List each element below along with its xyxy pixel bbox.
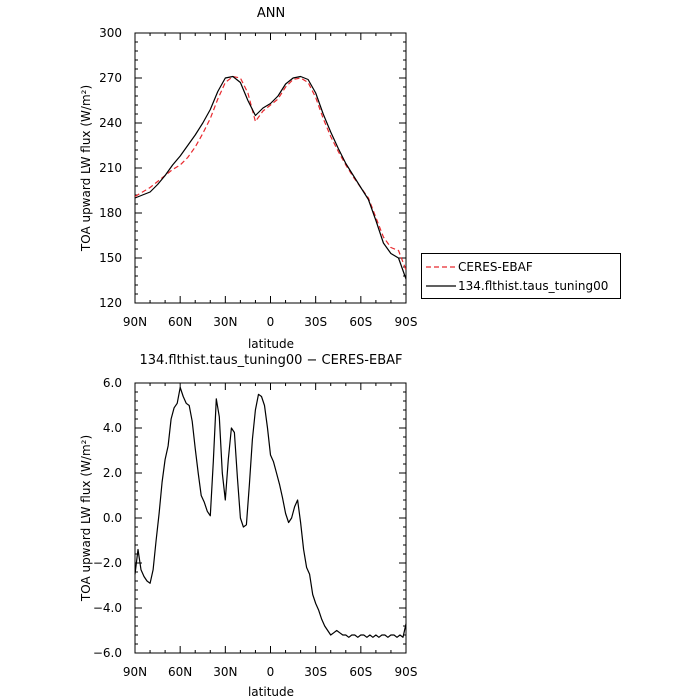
legend-label-model: 134.flthist.taus_tuning00 [458,279,609,293]
x-tick-label: 60S [349,315,372,329]
top-x-ticks: 90N 60N 30N 0 30S 60S 90S [123,33,418,329]
top-series-group [134,75,407,280]
x-tick-label: 60N [168,665,192,679]
x-tick-label: 90S [395,665,418,679]
bottom-chart-panel: 134.flthist.taus_tuning00 − CERES-EBAF −… [79,353,417,699]
y-tick-label: 300 [99,26,122,40]
top-chart-title: ANN [257,6,285,21]
y-tick-label: 0.0 [103,511,122,525]
x-tick-label: 90N [123,315,147,329]
x-tick-label: 30N [213,665,237,679]
series-line-1-0 [134,386,407,638]
y-tick-label: 2.0 [103,466,122,480]
legend-swatch-dashed-red [426,266,456,268]
legend-item-model: 134.flthist.taus_tuning00 [426,278,608,294]
y-tick-label: 6.0 [103,376,122,390]
y-tick-label: 4.0 [103,421,122,435]
x-tick-label: 30S [304,665,327,679]
y-tick-label: 240 [99,116,122,130]
x-tick-label: 30N [213,315,237,329]
y-tick-label: 150 [99,251,122,265]
y-tick-label: 120 [99,296,122,310]
top-chart-legend: CERES-EBAF 134.flthist.taus_tuning00 [421,253,621,299]
legend-swatch-solid-black [426,285,456,287]
x-tick-label: 90S [395,315,418,329]
y-tick-label: −6.0 [93,646,122,660]
bottom-chart-title: 134.flthist.taus_tuning00 − CERES-EBAF [139,353,402,368]
x-tick-label: 0 [267,665,275,679]
top-chart-panel: ANN 120 150 180 210 240 270 300 90N 60N 30N 0 30S 6… [79,6,417,351]
y-tick-label: −4.0 [93,601,122,615]
top-chart-xlabel: latitude [248,337,294,351]
top-y-ticks: 120 150 180 210 240 270 300 [99,26,406,310]
bottom-y-ticks: −6.0 −4.0 −2.0 0.0 2.0 4.0 6.0 [93,376,406,660]
y-tick-label: 210 [99,161,122,175]
bottom-x-ticks: 90N 60N 30N 0 30S 60S 90S [123,383,418,679]
y-tick-label: 270 [99,71,122,85]
legend-item-ceres-ebaf: CERES-EBAF [426,259,533,275]
bottom-chart-ylabel: TOA upward LW flux (W/m²) [79,435,93,602]
legend-label-ceres-ebaf: CERES-EBAF [458,260,533,274]
bottom-series-group [134,386,407,638]
x-tick-label: 90N [123,665,147,679]
y-tick-label: −2.0 [93,556,122,570]
bottom-chart-frame [134,382,407,654]
series-line-0-1 [134,75,407,280]
series-line-0-0 [134,75,407,271]
bottom-chart-xlabel: latitude [248,685,294,699]
x-tick-label: 60N [168,315,192,329]
x-tick-label: 30S [304,315,327,329]
x-tick-label: 0 [267,315,275,329]
y-tick-label: 180 [99,206,122,220]
top-chart-ylabel: TOA upward LW flux (W/m²) [79,85,93,252]
x-tick-label: 60S [349,665,372,679]
